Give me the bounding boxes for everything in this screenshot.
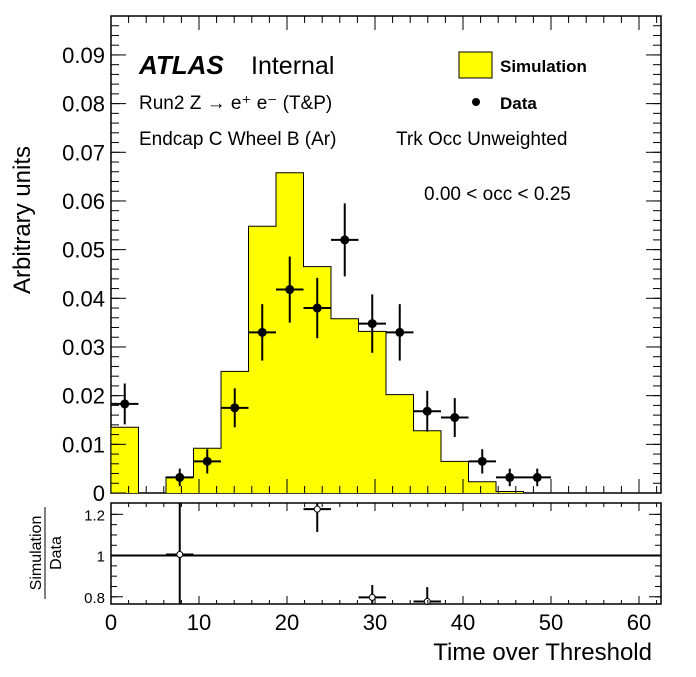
region-annotation: Endcap C Wheel B (Ar) xyxy=(139,129,336,150)
data-point xyxy=(175,472,185,482)
y-tick-label: 0.08 xyxy=(62,92,105,117)
y-tick-label: 0.07 xyxy=(62,140,105,165)
main-y-axis-title: Arbitrary units xyxy=(9,146,36,294)
ratio-y-numerator: Simulation xyxy=(28,516,45,591)
data-point xyxy=(422,406,432,416)
simulation-bin xyxy=(111,427,139,493)
data-point xyxy=(505,472,515,482)
process-annotation: Run2 Z → e⁺ e⁻ (T&P) xyxy=(139,93,332,114)
ratio-y-tick-label: 0.8 xyxy=(84,590,105,607)
ratio-y-axis: 0.8 1 1.2 xyxy=(84,507,661,607)
y-tick-label: 0 xyxy=(93,481,105,506)
data-point xyxy=(312,303,322,313)
simulation-bin xyxy=(413,430,441,493)
ratio-y-axis-title: Simulation Data xyxy=(28,507,65,599)
x-tick-label: 50 xyxy=(539,610,563,635)
simulation-bin xyxy=(331,318,359,493)
ratio-y-tick-label: 1.2 xyxy=(84,507,105,524)
ratio-point xyxy=(176,551,184,559)
data-point xyxy=(395,327,405,337)
data-point xyxy=(285,285,295,295)
ratio-plot-frame xyxy=(110,502,662,605)
x-tick-label: 0 xyxy=(105,610,117,635)
ratio-y-denominator: Data xyxy=(48,536,65,570)
legend-simulation-label: Simulation xyxy=(500,57,587,76)
legend: Simulation Data xyxy=(458,51,587,113)
data-point xyxy=(202,456,212,466)
data-point xyxy=(450,413,460,423)
ratio-y-tick-label: 1 xyxy=(97,549,105,566)
y-tick-label: 0.03 xyxy=(62,335,105,360)
main-x-axis xyxy=(110,16,658,493)
simulation-bin xyxy=(496,491,524,493)
occupancy-annotation: 0.00 < occ < 0.25 xyxy=(424,184,571,205)
data-point xyxy=(532,472,542,482)
data-point xyxy=(120,399,130,409)
x-tick-label: 60 xyxy=(627,610,651,635)
ratio-point xyxy=(313,505,321,513)
y-tick-label: 0.05 xyxy=(62,238,105,263)
atlas-label: ATLAS xyxy=(138,50,224,80)
y-tick-label: 0.02 xyxy=(62,384,105,409)
legend-simulation-swatch xyxy=(458,51,493,79)
data-point xyxy=(230,403,240,413)
ratio-point xyxy=(423,598,431,606)
x-tick-label: 20 xyxy=(275,610,299,635)
main-y-axis: 0 0.01 0.02 0.03 0.04 0.05 0.06 0.07 0.08 0.09 xyxy=(62,25,661,506)
x-axis-title: Time over Threshold xyxy=(433,639,652,666)
data-point xyxy=(340,235,350,245)
ratio-x-axis: 0 10 20 30 40 50 60 xyxy=(105,503,658,635)
y-tick-label: 0.06 xyxy=(62,189,105,214)
x-tick-label: 10 xyxy=(187,610,211,635)
x-tick-label: 30 xyxy=(363,610,387,635)
data-point xyxy=(257,327,267,337)
simulation-bin xyxy=(358,331,386,493)
weighting-annotation: Trk Occ Unweighted xyxy=(396,129,567,150)
atlas-status: Internal xyxy=(251,52,334,80)
legend-data-marker xyxy=(472,98,480,106)
y-tick-label: 0.01 xyxy=(62,432,105,457)
simulation-bin xyxy=(276,172,304,493)
ratio-point xyxy=(368,593,376,601)
simulation-bin xyxy=(468,481,496,493)
data-points xyxy=(111,203,551,487)
data-point xyxy=(477,456,487,466)
simulation-bin xyxy=(386,394,414,493)
ratio-plot xyxy=(111,503,661,606)
y-tick-label: 0.04 xyxy=(62,286,105,311)
y-tick-label: 0.09 xyxy=(62,43,105,68)
legend-data-label: Data xyxy=(500,94,537,113)
x-tick-label: 40 xyxy=(451,610,475,635)
data-point xyxy=(367,319,377,329)
